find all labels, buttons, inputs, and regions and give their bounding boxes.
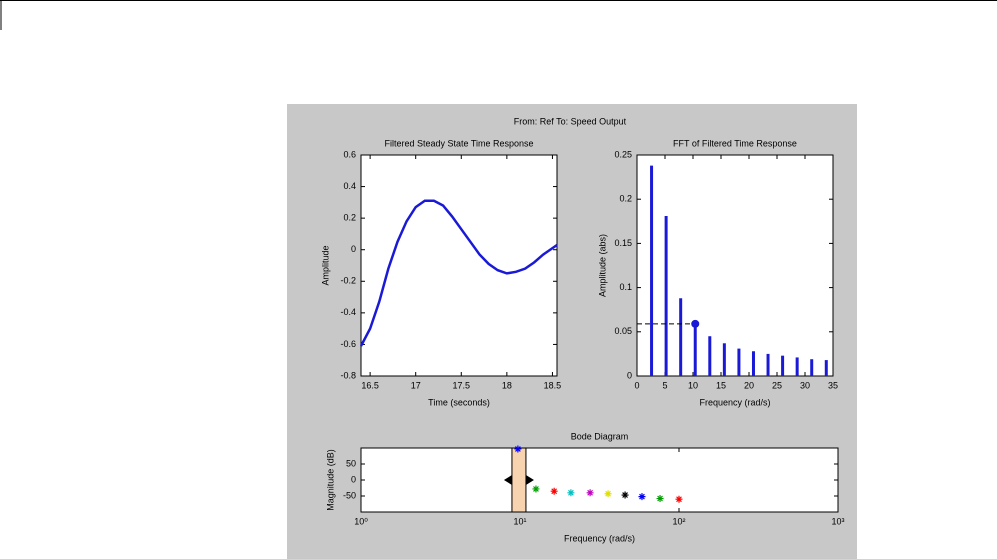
- harmonic-marker: [567, 489, 575, 497]
- x-tick-label: 10¹: [513, 516, 526, 526]
- y-axis-label: Amplitude: [320, 245, 330, 285]
- x-tick-label: 35: [828, 380, 838, 390]
- y-tick-label: 0: [627, 370, 632, 380]
- y-tick-label: 0.05: [614, 326, 632, 336]
- axes-background: [360, 154, 558, 377]
- harmonic-marker: [604, 490, 612, 498]
- band-arrow-left: [503, 475, 512, 485]
- x-tick-label: 10³: [831, 516, 844, 526]
- figure-title: From: Ref To: Speed Output: [514, 116, 627, 126]
- harmonic-marker: [550, 487, 558, 495]
- y-tick-label: 0: [351, 474, 356, 484]
- response-line: [359, 199, 558, 347]
- x-tick-label: 25: [772, 380, 782, 390]
- harmonic-marker: [586, 489, 594, 497]
- axes-background: [636, 154, 834, 377]
- x-tick-label: 18.5: [544, 380, 562, 390]
- y-tick-label: -0.4: [340, 307, 356, 317]
- axes-title: Bode Diagram: [571, 431, 629, 441]
- y-tick-label: 50: [346, 458, 356, 468]
- x-tick-label: 15: [716, 380, 726, 390]
- x-axis-label: Frequency (rad/s): [699, 397, 770, 407]
- y-tick-label: -50: [343, 490, 356, 500]
- y-tick-label: 0.2: [343, 213, 356, 223]
- y-tick-label: 0: [351, 244, 356, 254]
- y-tick-label: 0.1: [619, 282, 632, 292]
- x-tick-label: 10: [688, 380, 698, 390]
- highlight-dot: [691, 319, 700, 328]
- x-tick-label: 18: [502, 380, 512, 390]
- x-tick-label: 10⁰: [354, 516, 368, 526]
- harmonic-marker: [656, 495, 664, 503]
- y-tick-label: -0.6: [340, 339, 356, 349]
- axes-background: [360, 447, 839, 513]
- x-tick-label: 10²: [672, 516, 685, 526]
- y-tick-label: -0.8: [340, 370, 356, 380]
- y-tick-label: 0.6: [343, 149, 356, 159]
- x-tick-label: 20: [744, 380, 754, 390]
- y-tick-label: 0.25: [614, 149, 632, 159]
- axes-title: Filtered Steady State Time Response: [384, 138, 533, 148]
- harmonic-marker: [514, 445, 522, 453]
- x-tick-label: 16.5: [361, 380, 379, 390]
- x-tick-label: 17: [411, 380, 421, 390]
- axes-title: FFT of Filtered Time Response: [673, 138, 797, 148]
- y-tick-label: 0.15: [614, 238, 632, 248]
- harmonic-marker: [532, 485, 540, 493]
- y-axis-label: Amplitude (abs): [597, 234, 607, 297]
- y-tick-label: 0.2: [619, 194, 632, 204]
- harmonic-marker: [638, 493, 646, 501]
- selected-band: [511, 447, 527, 513]
- harmonic-marker: [675, 495, 683, 503]
- x-tick-label: 0: [634, 380, 639, 390]
- x-tick-label: 5: [662, 380, 667, 390]
- y-tick-label: 0.4: [343, 181, 356, 191]
- x-tick-label: 30: [800, 380, 810, 390]
- harmonic-marker: [621, 491, 629, 499]
- y-tick-label: -0.2: [340, 276, 356, 286]
- y-axis-label: Magnitude (dB): [325, 449, 335, 511]
- x-axis-label: Frequency (rad/s): [564, 533, 635, 543]
- x-axis-label: Time (seconds): [428, 397, 490, 407]
- x-tick-label: 17.5: [453, 380, 471, 390]
- band-arrow-right: [525, 475, 534, 485]
